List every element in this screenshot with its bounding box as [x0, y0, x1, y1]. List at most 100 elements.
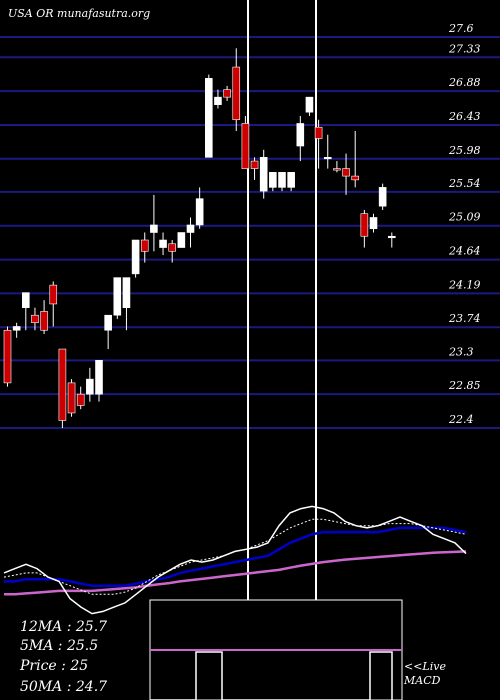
candle: [259, 149, 268, 199]
candle-body: [67, 382, 76, 414]
candle-body: [214, 96, 222, 105]
candle: [342, 153, 350, 195]
candle: [351, 130, 360, 188]
y-tick-label: 25.98: [448, 144, 481, 157]
candle-body: [387, 235, 396, 239]
candle: [3, 326, 12, 387]
candle-body: [168, 243, 176, 252]
candle-body: [131, 239, 140, 275]
candle: [378, 183, 387, 210]
candle: [369, 213, 378, 233]
candle: [67, 379, 76, 417]
ma-5-dotted-line: [3, 518, 467, 595]
candle-body: [3, 329, 12, 384]
candle-body: [40, 311, 48, 331]
candle: [113, 277, 122, 319]
macd-label: MACD: [403, 674, 441, 687]
candle: [131, 239, 140, 278]
candle-body: [150, 224, 158, 233]
candle: [232, 48, 241, 131]
candle-body: [333, 168, 341, 171]
y-tick-label: 27.6: [448, 22, 474, 35]
watermark-text: USA OR munafasutra.org: [8, 7, 150, 20]
legend-12ma: 12MA : 25.7: [20, 619, 107, 635]
candle-body: [269, 172, 277, 188]
ma-12-line: [4, 526, 467, 587]
candle: [296, 115, 305, 162]
candle: [223, 85, 231, 101]
candle-body: [205, 78, 213, 158]
candle-body: [241, 123, 250, 169]
candle: [195, 187, 204, 229]
y-tick-label: 27.33: [448, 42, 481, 55]
candle-body: [305, 96, 314, 113]
candle: [86, 367, 94, 402]
legend-50ma: 50MA : 24.7: [20, 679, 107, 695]
candle: [168, 240, 176, 263]
candle: [323, 134, 332, 169]
candle: [21, 292, 30, 331]
y-tick-label: 26.88: [448, 76, 481, 89]
candle: [287, 172, 295, 192]
candle: [269, 172, 277, 192]
candle-body: [323, 157, 332, 160]
candle: [278, 172, 286, 192]
candlesticks: [3, 48, 396, 428]
candle-body: [159, 239, 167, 248]
macd-live-label: <<Live: [404, 660, 446, 673]
candle: [214, 89, 222, 109]
candle-body: [232, 66, 241, 121]
candle-body: [186, 224, 195, 233]
candle: [333, 161, 341, 173]
candle: [40, 300, 48, 335]
candle-body: [113, 277, 122, 316]
candle-body: [104, 314, 112, 331]
candle-body: [58, 348, 67, 421]
candle-body: [351, 175, 360, 181]
candle-body: [21, 292, 30, 308]
candle-body: [278, 172, 286, 188]
y-tick-label: 24.19: [448, 278, 481, 291]
y-tick-label: 24.64: [448, 245, 481, 258]
candle: [58, 348, 67, 428]
candle: [177, 232, 186, 248]
candle: [49, 281, 58, 327]
y-tick-label: 23.74: [448, 312, 481, 325]
candle-body: [378, 187, 387, 207]
grid-lines: [0, 36, 500, 429]
candle-body: [12, 326, 21, 331]
candle: [314, 119, 323, 169]
macd-histogram-line: [150, 651, 393, 700]
y-tick-label: 22.4: [448, 413, 474, 426]
candle: [387, 232, 396, 248]
candle: [76, 386, 85, 410]
candle-body: [31, 314, 39, 324]
candle: [305, 96, 314, 116]
candle: [186, 217, 195, 248]
legend-5ma: 5MA : 25.5: [20, 638, 98, 654]
candle-body: [314, 126, 323, 139]
candle-body: [86, 378, 94, 395]
candle: [360, 209, 369, 248]
candle-body: [360, 213, 369, 237]
candle: [241, 115, 250, 169]
candle: [95, 360, 103, 402]
y-tick-label: 26.43: [448, 110, 481, 123]
candle: [140, 232, 149, 263]
candle: [12, 322, 21, 338]
candle-body: [140, 239, 149, 252]
price-line: [3, 505, 467, 615]
candle: [104, 314, 112, 350]
candle-body: [95, 360, 103, 395]
candle-body: [122, 277, 131, 308]
candle-body: [369, 217, 378, 230]
candle: [159, 232, 167, 256]
candle: [122, 277, 131, 331]
candle: [31, 307, 39, 331]
candle: [150, 194, 158, 252]
candle-body: [223, 89, 231, 98]
candle: [250, 157, 259, 180]
y-tick-label: 25.09: [448, 211, 481, 224]
